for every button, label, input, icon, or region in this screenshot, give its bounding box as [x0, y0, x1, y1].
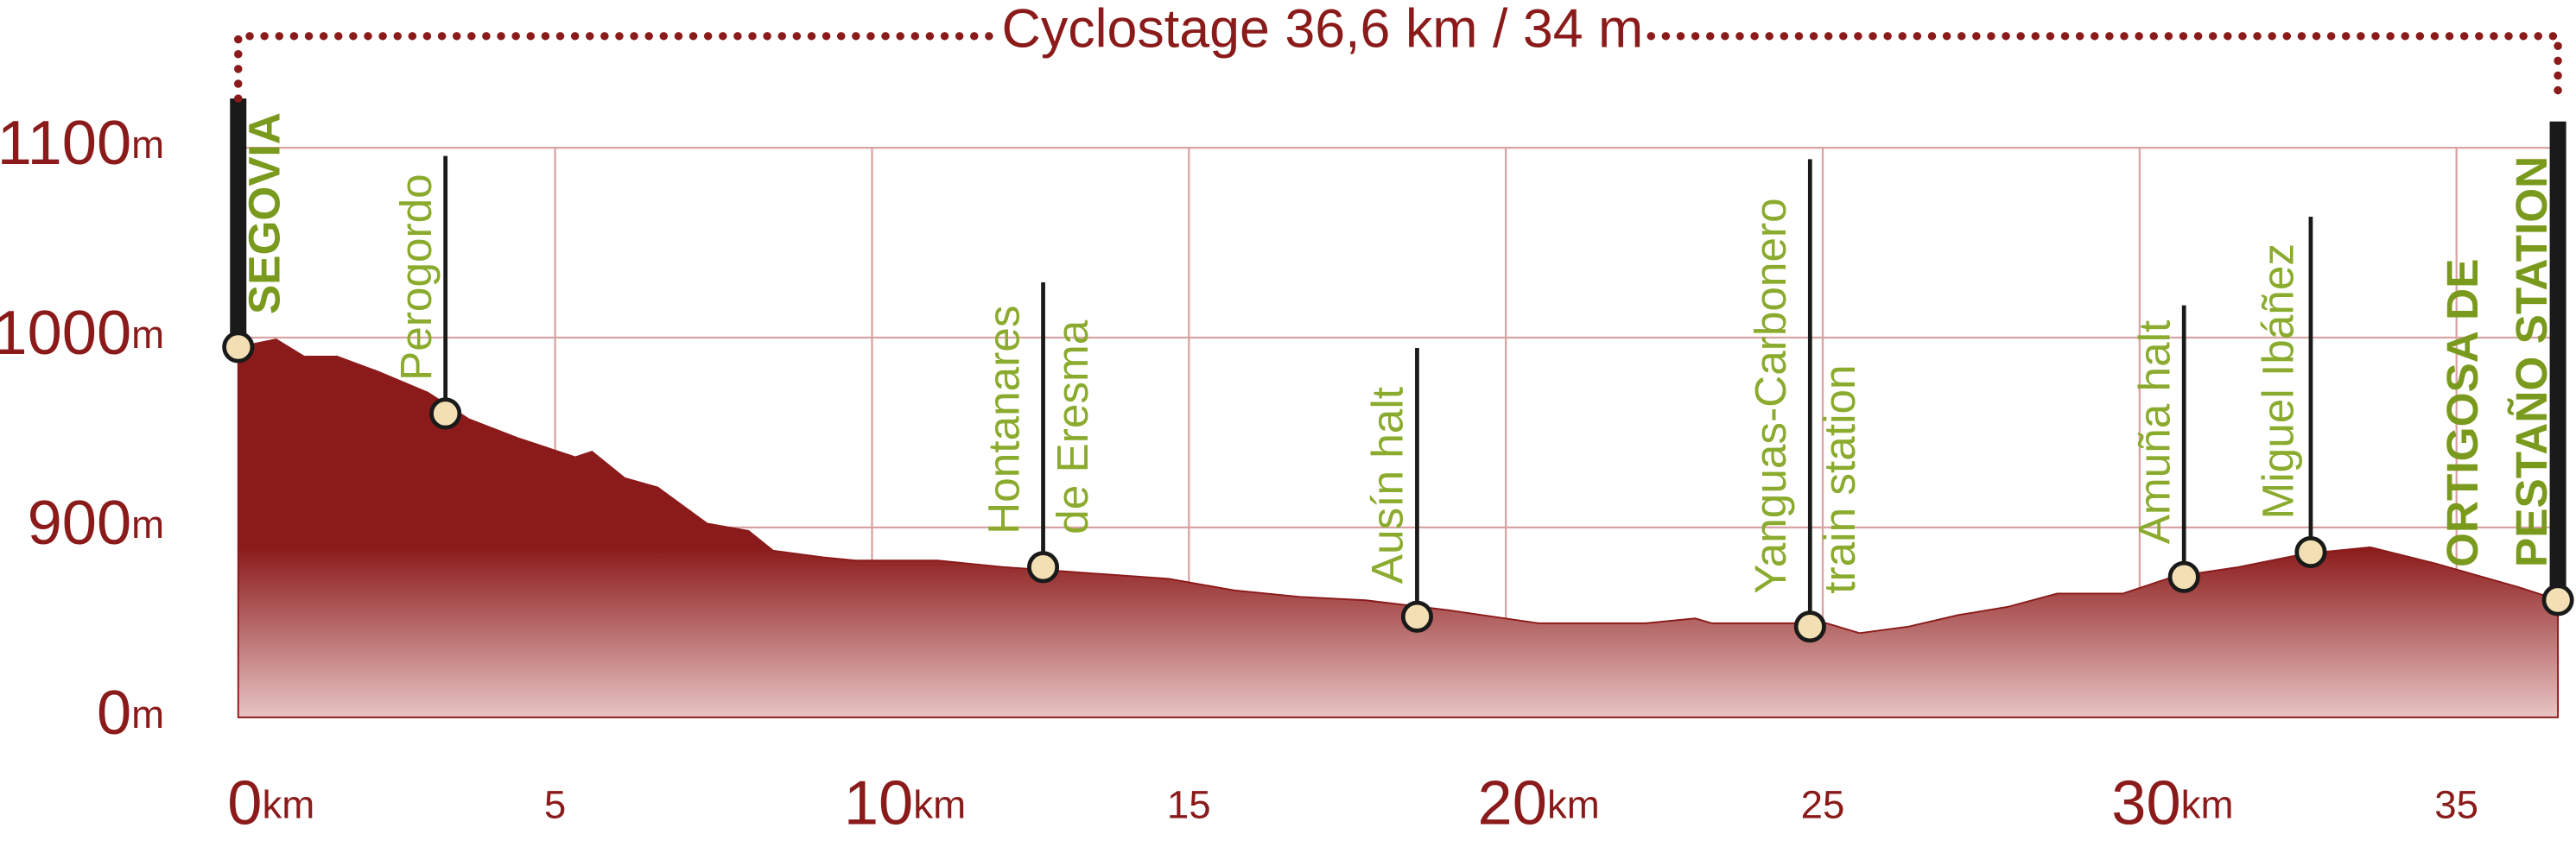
terminus-bar: [2549, 121, 2566, 600]
stop-label: Perogordo: [391, 174, 441, 381]
stop-marker: [2294, 535, 2327, 569]
terminus-bar: [230, 98, 247, 348]
stop-label: PESTAÑO STATION: [2506, 156, 2556, 567]
x-tick-label: 35: [2434, 782, 2478, 826]
x-tick-label: 10km: [844, 768, 966, 838]
stop-marker: [1400, 600, 1433, 633]
x-tick-label: 15: [1167, 782, 1211, 826]
x-tick-label: 0km: [227, 768, 314, 838]
y-tick-label: 1100m: [0, 109, 164, 178]
x-tick-label: 30km: [2111, 768, 2233, 838]
stop-label: Yanguas-Carbonero: [1746, 198, 1795, 593]
stop-marker: [2167, 560, 2200, 593]
chart-title: Cyclostage 36,6 km / 34 m: [1002, 0, 1644, 60]
stop-marker: [429, 397, 462, 430]
stop-label: Amuña halt: [2129, 320, 2179, 545]
stop-label: Miguel Ibáñez: [2253, 243, 2302, 520]
stop-label: Ausín halt: [1363, 387, 1412, 584]
stop-label: Hontanares: [979, 305, 1028, 534]
y-tick-label: 0m: [97, 679, 164, 748]
stop-marker: [1027, 551, 1060, 584]
x-tick-label: 25: [1801, 782, 1845, 826]
stop-label: de Eresma: [1048, 319, 1097, 534]
stop-label: ORTIGOSA DE: [2438, 259, 2487, 567]
stop-marker: [1793, 610, 1826, 643]
elevation-area: [237, 338, 2560, 718]
y-tick-label: 900m: [28, 489, 165, 558]
stop-marker: [2541, 584, 2574, 616]
y-tick-label: 1000m: [0, 299, 164, 368]
title-bracket: [234, 32, 2562, 103]
stop-marker: [222, 331, 255, 363]
stop-label: SEGOVIA: [240, 112, 289, 314]
x-tick-label: 20km: [1478, 768, 1600, 838]
x-tick-label: 5: [544, 782, 566, 826]
stop-label: train station: [1815, 364, 1864, 593]
